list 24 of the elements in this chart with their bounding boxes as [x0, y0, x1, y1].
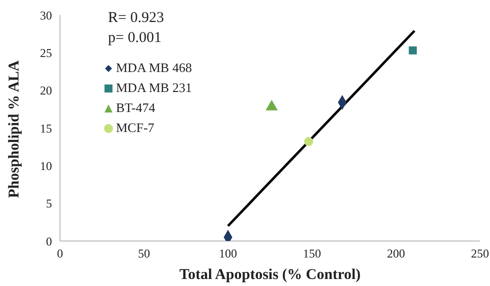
x-tick-label: 250 — [471, 246, 489, 261]
point — [266, 100, 278, 110]
legend-label: MDA MB 231 — [116, 79, 192, 97]
x-tick-label: 150 — [303, 246, 321, 261]
annotation: R= 0.923 — [108, 10, 164, 27]
y-tick-label: 20 — [40, 84, 52, 98]
x-tick-label: 200 — [387, 246, 405, 261]
y-tick-label: 0 — [46, 234, 52, 248]
point — [408, 46, 417, 54]
x-tick-label: 0 — [57, 246, 63, 261]
legend-label: BT-474 — [116, 99, 156, 117]
legend-label: MCF-7 — [116, 119, 154, 137]
y-tick-label: 10 — [40, 158, 52, 173]
y-tick-label: 25 — [40, 46, 52, 60]
x-tick-label: 50 — [138, 246, 150, 261]
y-tick-label: 30 — [40, 8, 52, 22]
x-axis-title: Total Apoptosis (% Control) — [179, 267, 361, 283]
y-axis-title: Phospholipid % ALA — [6, 60, 22, 198]
y-tick-label: 15 — [40, 121, 52, 136]
x-tick-label: 100 — [219, 246, 237, 261]
annotation: p= 0.001 — [108, 30, 162, 47]
legend-label: MDA MB 468 — [116, 59, 192, 77]
y-tick-label: 5 — [46, 196, 52, 211]
point — [304, 137, 314, 146]
